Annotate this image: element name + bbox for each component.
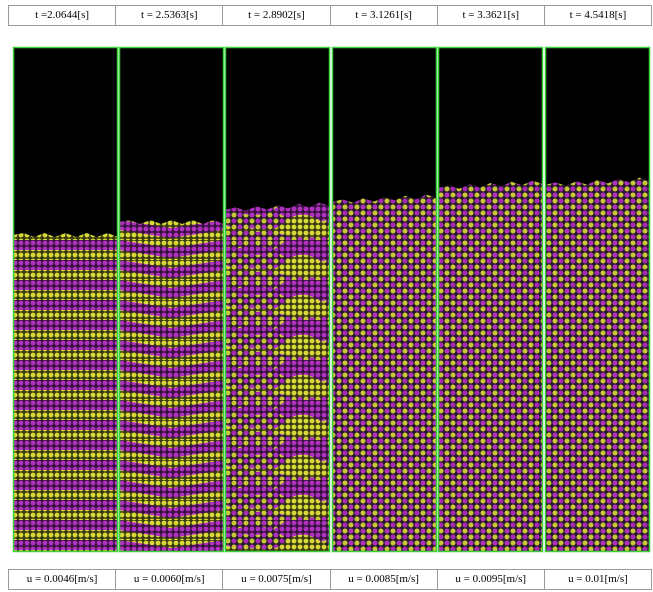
panel-border xyxy=(12,46,119,553)
label-cell: t = 2.8902[s] xyxy=(222,5,331,26)
label-cell: u = 0.0095[m/s] xyxy=(436,569,545,590)
label-cell: t = 3.3621[s] xyxy=(436,5,545,26)
label-cell: u = 0.0046[m/s] xyxy=(8,569,117,590)
time-label-row: t =2.0644[s] t = 2.5363[s] t = 2.8902[s] t … xyxy=(8,5,653,26)
panel-border xyxy=(224,46,331,553)
panel-border xyxy=(331,46,438,553)
label-cell: t =2.0644[s] xyxy=(8,5,117,26)
particle-bed xyxy=(332,194,437,552)
particle-bed xyxy=(545,177,650,552)
particle-bed xyxy=(13,233,118,552)
label-cell: t = 4.5418[s] xyxy=(543,5,653,26)
particle-bed xyxy=(119,220,224,552)
panel-border xyxy=(437,46,544,553)
panel-border xyxy=(544,46,651,553)
particle-bed xyxy=(438,180,543,552)
label-cell: u = 0.01[m/s] xyxy=(543,569,653,590)
label-cell: u = 0.0085[m/s] xyxy=(329,569,438,590)
label-cell: t = 2.5363[s] xyxy=(115,5,224,26)
label-cell: t = 3.1261[s] xyxy=(329,5,438,26)
particle-bed xyxy=(225,202,330,552)
velocity-label-row: u = 0.0046[m/s] u = 0.0060[m/s] u = 0.0075… xyxy=(8,569,653,590)
panel-group xyxy=(12,46,651,553)
label-cell: u = 0.0060[m/s] xyxy=(115,569,224,590)
panel-border xyxy=(118,46,225,553)
label-cell: u = 0.0075[m/s] xyxy=(222,569,331,590)
